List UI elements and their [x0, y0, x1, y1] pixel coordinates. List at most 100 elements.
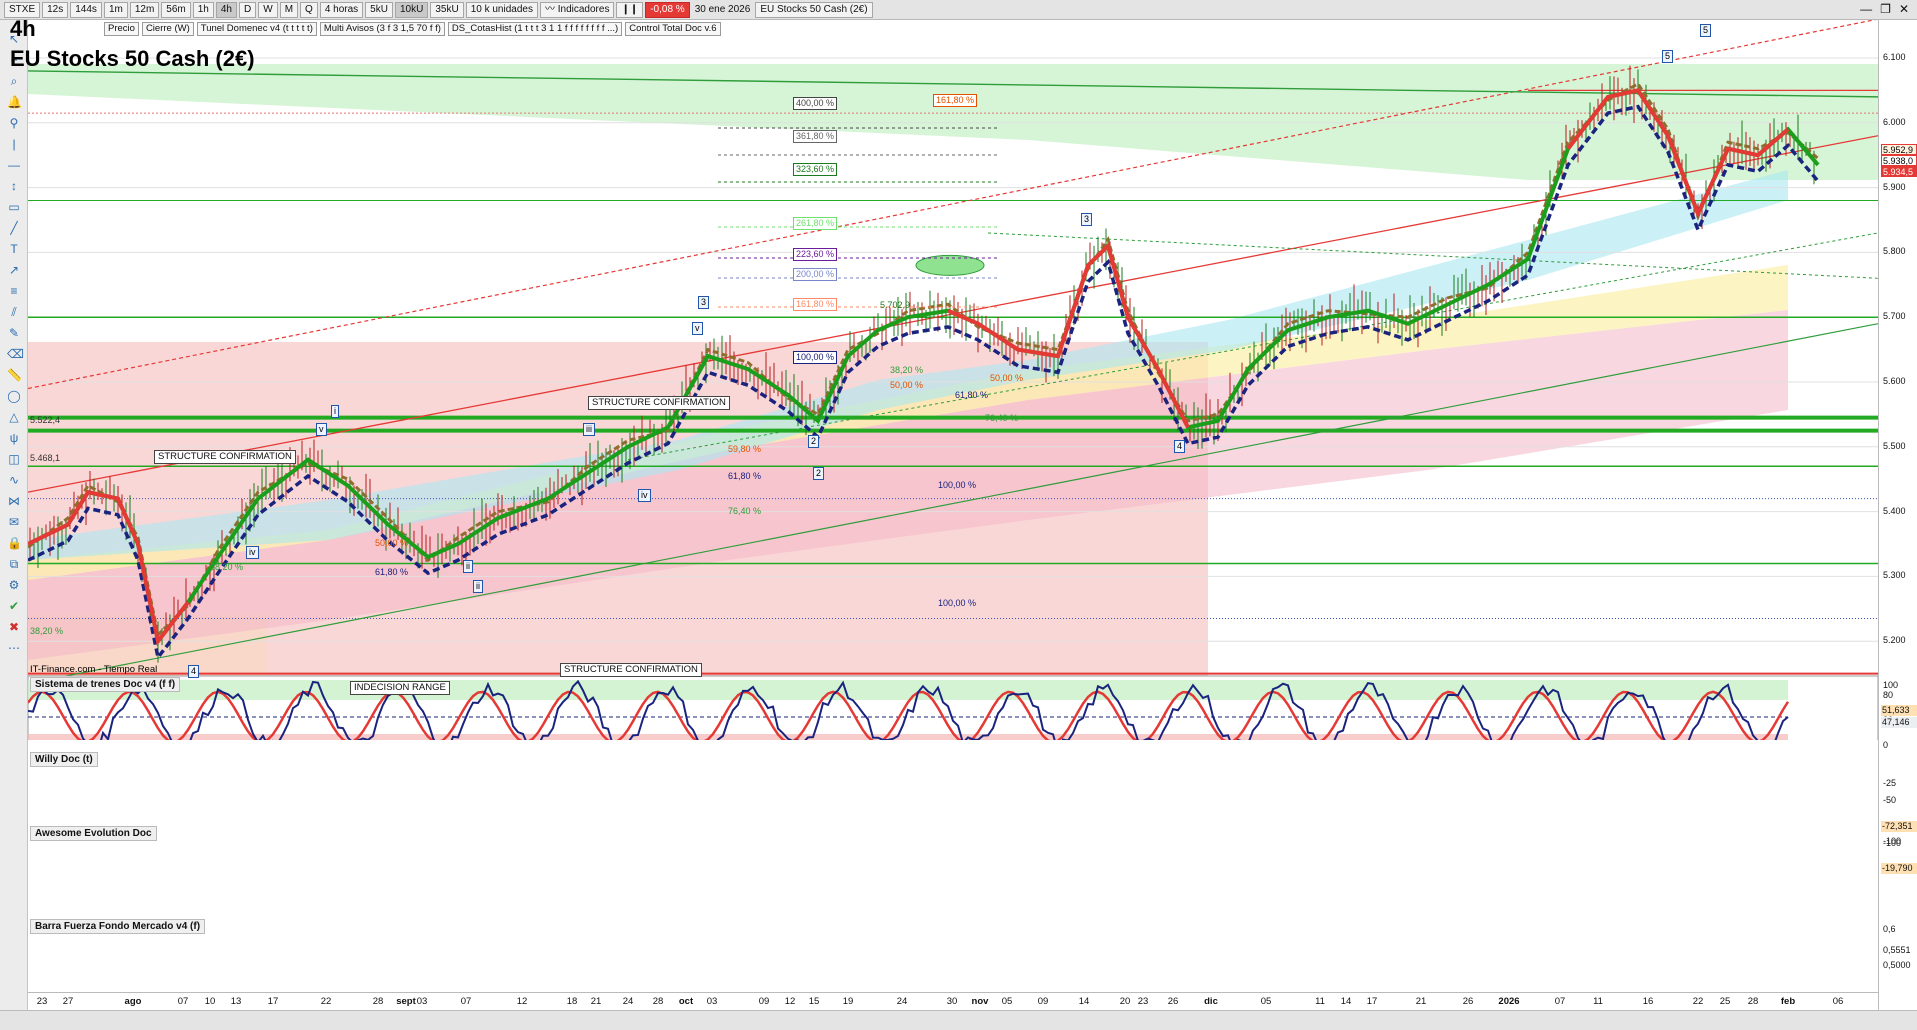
pen-icon[interactable]: ✎ [8, 326, 20, 340]
timeframe-button-7[interactable]: D [239, 1, 257, 18]
cursor-icon[interactable]: ↖ [8, 32, 20, 46]
unit-button-0[interactable]: 5kU [365, 1, 393, 18]
unit-button-1[interactable]: 10kU [394, 1, 429, 18]
bell-icon[interactable]: 🔔 [7, 95, 22, 109]
timeframe-button-5[interactable]: 1h [192, 1, 214, 18]
wave-icon[interactable]: ∿ [8, 473, 20, 487]
panel-title-3[interactable]: Barra Fuerza Fondo Mercado v4 (f) [30, 919, 206, 934]
panel-title-2[interactable]: Awesome Evolution Doc [30, 826, 157, 841]
timeframe-button-10[interactable]: Q [300, 1, 318, 18]
price-chart[interactable] [28, 20, 1878, 695]
time-tick-12: 12 [516, 996, 528, 1007]
fib-mid-3: 61,80 % [728, 471, 762, 481]
more-icon[interactable]: ⋯ [8, 641, 20, 655]
fib-mid-10: 50,00 % [990, 373, 1024, 383]
check-icon[interactable]: ✔ [8, 599, 20, 613]
unit-mode-selector[interactable]: 10 k unidades [465, 1, 538, 18]
left-level-0: 5.522,4 [30, 415, 61, 425]
settings-icon[interactable]: ⚙ [8, 578, 20, 592]
triangle-icon[interactable]: △ [9, 410, 19, 424]
legend-item-2[interactable]: Tunel Domenec v4 (t t t t t) [196, 21, 317, 36]
structure-confirmation-3: STRUCTURE CONFIRMATION [560, 663, 702, 677]
rectangle-icon[interactable]: ▭ [8, 200, 20, 214]
close-icon[interactable]: ✕ [1898, 2, 1909, 16]
timeframe-button-0[interactable]: 12s [42, 1, 69, 18]
time-tick-2: ago [124, 996, 142, 1007]
panel-3-tick-0: 0,6 [1883, 924, 1896, 934]
period-selector[interactable]: 4 horas [319, 1, 364, 18]
zoom-icon[interactable]: ⌕ [10, 74, 18, 88]
timeframe-button-4[interactable]: 56m [161, 1, 191, 18]
text-icon[interactable]: T [10, 242, 18, 256]
trend-line-icon[interactable]: ╱ [10, 221, 18, 235]
note-icon[interactable]: ✉ [8, 515, 20, 529]
timeframe-button-8[interactable]: W [258, 1, 278, 18]
time-tick-15: 24 [622, 996, 634, 1007]
lock-icon[interactable]: 🔒 [7, 536, 22, 550]
indicators-button[interactable]: 〰 Indicadores [539, 1, 615, 18]
wave-label-15: 5 [1662, 50, 1674, 63]
legend-item-1[interactable]: Cierre (W) [141, 21, 194, 36]
vertical-line-icon[interactable]: | [12, 137, 16, 151]
timeframe-button-9[interactable]: M [279, 1, 299, 18]
unit-button-2[interactable]: 35kU [430, 1, 464, 18]
time-tick-30: 23 [1137, 996, 1149, 1007]
legend-item-0[interactable]: Precio [104, 21, 139, 36]
timeframe-button-2[interactable]: 1m [103, 1, 128, 18]
magnet-icon[interactable]: ⚲ [9, 116, 19, 130]
channel-icon[interactable]: ⫽ [11, 305, 17, 319]
time-tick-11: 07 [460, 996, 472, 1007]
measure-icon[interactable]: ↕ [11, 179, 17, 193]
left-level-2: 38,20 % [30, 626, 64, 636]
legend-item-4[interactable]: DS_CotasHist (1 t t t 3 1 1 f f f f f f … [447, 21, 623, 36]
horizontal-line-icon[interactable]: — [8, 158, 20, 172]
indecision-range: INDECISION RANGE [350, 681, 450, 695]
pause-button[interactable]: ❙❙ [616, 1, 644, 18]
price-axis[interactable]: 6.100 6.000 5.900 5.800 5.700 5.600 5.500 5.400… [1878, 20, 1917, 1010]
ellipse-icon[interactable]: ◯ [7, 389, 21, 403]
crosshair-icon[interactable]: + [10, 53, 18, 67]
fib-top-2: 323,60 % [793, 163, 838, 176]
pattern-icon[interactable]: ⋈ [8, 494, 20, 508]
current-price-0: 5.952,9 [1881, 144, 1917, 155]
panel-title-1[interactable]: Willy Doc (t) [30, 752, 98, 767]
time-axis[interactable]: 23 27 ago 07 10 13 17 22 28 sept 03 07 12 18 21 24 28 oct… [28, 992, 1878, 1010]
chart-timeframe: 4h [10, 16, 36, 41]
panel-3-tick-1: 0,5551 [1883, 945, 1911, 955]
panel-1-tick-0: -25 [1883, 778, 1897, 788]
timeframe-button-3[interactable]: 12m [129, 1, 160, 18]
price-tick-9: 5.200 [1883, 635, 1906, 646]
time-tick-34: 11 [1315, 996, 1325, 1007]
last-date: 30 ene 2026 [694, 4, 751, 15]
symbol-selector[interactable]: STXE [4, 1, 41, 18]
wave-label-14: 2 [808, 435, 820, 448]
layers-icon[interactable]: ⧉ [9, 557, 19, 571]
time-tick-39: 2026 [1498, 996, 1520, 1007]
minimize-icon[interactable]: — [1860, 2, 1873, 16]
restore-icon[interactable]: ❐ [1880, 2, 1891, 16]
fib-mid-1: 38,20 % [210, 562, 244, 572]
indicators-label: Indicadores [557, 3, 610, 15]
pitchfork-icon[interactable]: ψ [9, 431, 19, 445]
panel-title-0[interactable]: Sistema de trenes Doc v4 (f f) [30, 677, 181, 692]
ruler-icon[interactable]: 📏 [7, 368, 22, 382]
time-tick-38: 26 [1462, 996, 1474, 1007]
wave-label-9: v [316, 423, 327, 436]
change-badge: -0,08 % [645, 1, 690, 18]
price-chart-canvas[interactable] [28, 20, 1878, 695]
panel-2-value-0: -19,790 [1881, 863, 1917, 874]
time-tick-42: 16 [1642, 996, 1654, 1007]
time-tick-25: nov [971, 996, 989, 1007]
fibonacci-icon[interactable]: ≡ [10, 284, 18, 298]
legend-item-5[interactable]: Control Total Doc v.6 [625, 21, 721, 36]
timeframe-button-1[interactable]: 144s [70, 1, 102, 18]
eraser-icon[interactable]: ⌫ [7, 347, 24, 361]
time-tick-17: oct [678, 996, 694, 1007]
delete-icon[interactable]: ✖ [8, 620, 20, 634]
time-tick-20: 12 [784, 996, 796, 1007]
panel-0-value-0: 51,633 [1881, 705, 1917, 716]
timeframe-button-6[interactable]: 4h [215, 1, 237, 18]
gann-icon[interactable]: ◫ [8, 452, 20, 466]
arrow-icon[interactable]: ↗ [8, 263, 20, 277]
legend-item-3[interactable]: Multi Avisos (3 f 3 1,5 70 f f) [319, 21, 445, 36]
